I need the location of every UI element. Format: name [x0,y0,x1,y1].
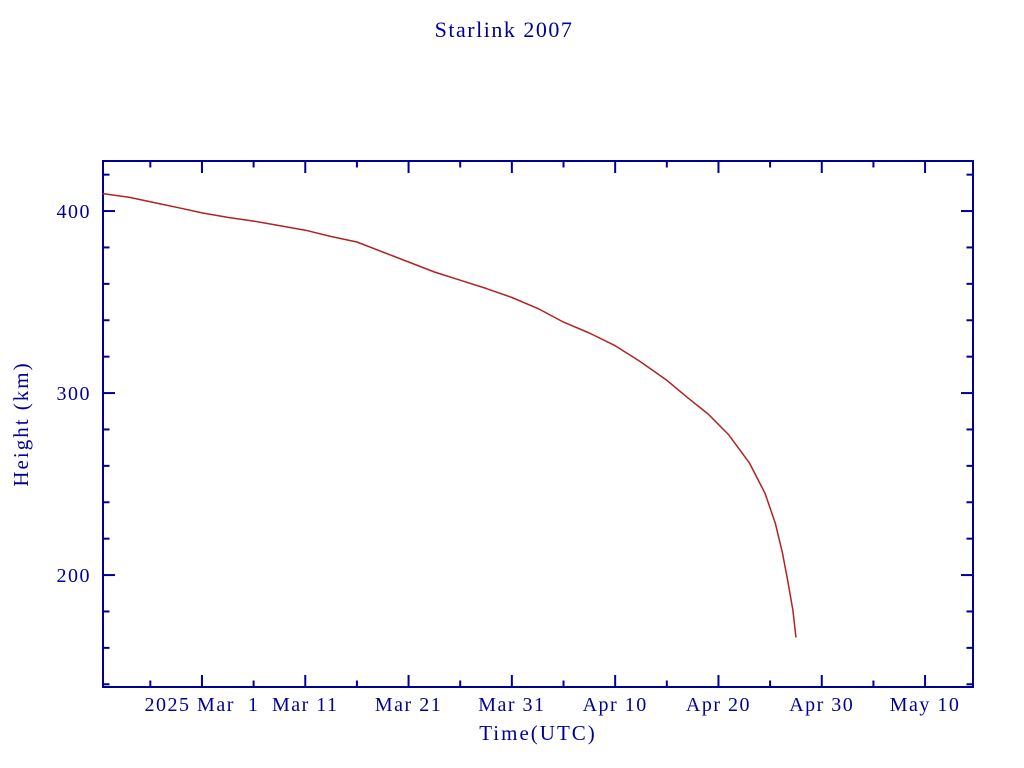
y-tick-label: 300 [57,383,92,405]
chart-title: Starlink 2007 [435,17,574,42]
height-decay-curve [102,192,797,638]
plot-frame [102,160,974,688]
y-tick-label: 200 [57,565,92,587]
y-axis-label: Height (km) [9,361,33,486]
x-axis-label: Time(UTC) [479,721,597,745]
x-tick-label: 2025 Mar 1 [145,694,260,716]
x-tick-label: Mar 21 [375,694,442,716]
x-tick-label: Mar 11 [272,694,339,716]
x-tick-label: Apr 10 [583,694,648,716]
x-tick-label: Apr 20 [686,694,751,716]
x-tick-label: May 10 [890,694,961,716]
x-tick-label: Apr 30 [789,694,854,716]
y-tick-label: 400 [57,201,92,223]
x-tick-label: Mar 31 [478,694,545,716]
